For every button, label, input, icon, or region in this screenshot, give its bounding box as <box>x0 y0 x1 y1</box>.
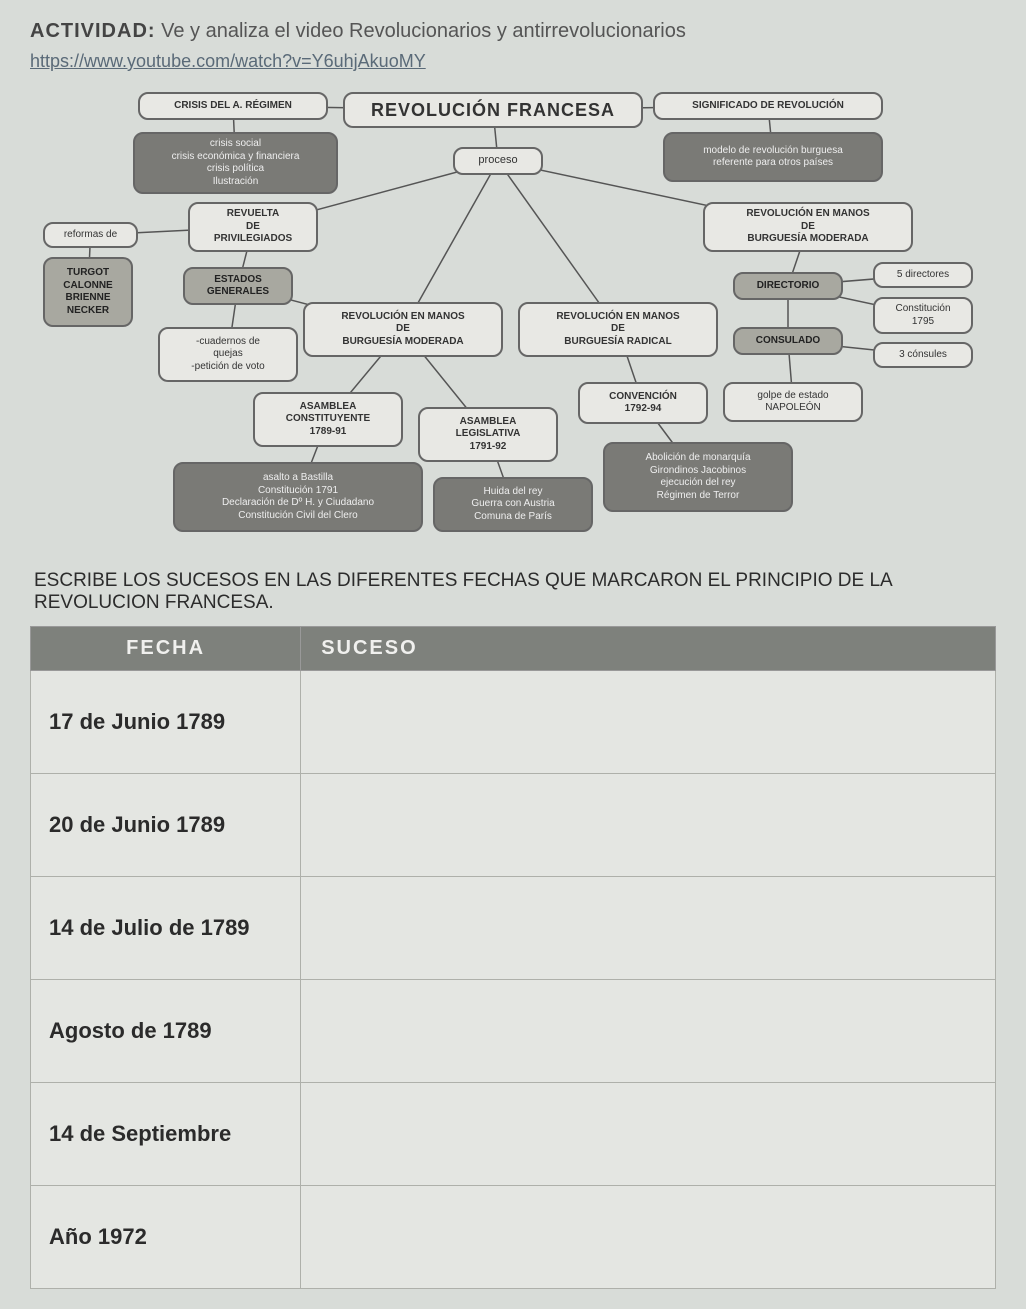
cell-suceso[interactable] <box>301 1083 996 1186</box>
node-bastilla: asalto a BastillaConstitución 1791Declar… <box>173 462 423 532</box>
node-estgen: ESTADOSGENERALES <box>183 267 293 305</box>
table-row: 17 de Junio 1789 <box>31 671 996 774</box>
cell-fecha: 14 de Julio de 1789 <box>31 877 301 980</box>
cell-fecha: 17 de Junio 1789 <box>31 671 301 774</box>
cell-fecha: Agosto de 1789 <box>31 980 301 1083</box>
node-3con: 3 cónsules <box>873 342 973 368</box>
node-asleg: ASAMBLEALEGISLATIVA1791-92 <box>418 407 558 462</box>
cell-fecha: 20 de Junio 1789 <box>31 774 301 877</box>
events-table: FECHA SUCESO 17 de Junio 178920 de Junio… <box>30 626 996 1289</box>
node-crisis2: crisis socialcrisis económica y financie… <box>133 132 338 194</box>
node-5dir: 5 directores <box>873 262 973 288</box>
node-revmod2: REVOLUCIÓN EN MANOSDEBURGUESÍA MODERADA <box>703 202 913 252</box>
node-direct: DIRECTORIO <box>733 272 843 300</box>
node-golpe: golpe de estadoNAPOLEÓN <box>723 382 863 422</box>
table-row: 20 de Junio 1789 <box>31 774 996 877</box>
node-proceso: proceso <box>453 147 543 175</box>
cell-suceso[interactable] <box>301 1186 996 1289</box>
node-revmod1: REVOLUCIÓN EN MANOSDEBURGUESÍA MODERADA <box>303 302 503 357</box>
node-modelo: modelo de revolución burguesareferente p… <box>663 132 883 182</box>
activity-label: ACTIVIDAD: <box>30 20 156 42</box>
node-cuad: -cuadernos dequejas-petición de voto <box>158 327 298 382</box>
col-header-fecha: FECHA <box>31 627 301 671</box>
node-asconst: ASAMBLEACONSTITUYENTE1789-91 <box>253 392 403 447</box>
node-revpriv: REVUELTADEPRIVILEGIADOS <box>188 202 318 252</box>
node-crisis: CRISIS DEL A. RÉGIMEN <box>138 92 328 120</box>
table-header-row: FECHA SUCESO <box>31 627 996 671</box>
node-signif: SIGNIFICADO DE REVOLUCIÓN <box>653 92 883 120</box>
node-abol: Abolición de monarquíaGirondinos Jacobin… <box>603 442 793 512</box>
table-row: 14 de Septiembre <box>31 1083 996 1186</box>
cell-suceso[interactable] <box>301 980 996 1083</box>
cell-suceso[interactable] <box>301 671 996 774</box>
col-header-suceso: SUCESO <box>301 627 996 671</box>
cell-suceso[interactable] <box>301 774 996 877</box>
node-consul: CONSULADO <box>733 327 843 355</box>
cell-fecha: Año 1972 <box>31 1186 301 1289</box>
node-turgot: TURGOTCALONNEBRIENNENECKER <box>43 257 133 327</box>
node-title: REVOLUCIÓN FRANCESA <box>343 92 643 128</box>
table-row: Año 1972 <box>31 1186 996 1289</box>
node-revrad: REVOLUCIÓN EN MANOSDEBURGUESÍA RADICAL <box>518 302 718 357</box>
node-huida: Huida del reyGuerra con AustriaComuna de… <box>433 477 593 532</box>
cell-suceso[interactable] <box>301 877 996 980</box>
activity-heading: ACTIVIDAD: Ve y analiza el video Revoluc… <box>30 20 996 43</box>
node-reformas: reformas de <box>43 222 138 248</box>
node-conv: CONVENCIÓN1792-94 <box>578 382 708 424</box>
table-row: 14 de Julio de 1789 <box>31 877 996 980</box>
node-c1795: Constitución1795 <box>873 297 973 334</box>
video-link[interactable]: https://www.youtube.com/watch?v=Y6uhjAku… <box>30 51 996 72</box>
instruction-text: ESCRIBE LOS SUCESOS EN LAS DIFERENTES FE… <box>34 570 992 614</box>
activity-text: Ve y analiza el video Revolucionarios y … <box>161 20 686 42</box>
concept-map-diagram: CRISIS DEL A. RÉGIMEN REVOLUCIÓN FRANCESA… <box>43 92 983 552</box>
table-row: Agosto de 1789 <box>31 980 996 1083</box>
cell-fecha: 14 de Septiembre <box>31 1083 301 1186</box>
